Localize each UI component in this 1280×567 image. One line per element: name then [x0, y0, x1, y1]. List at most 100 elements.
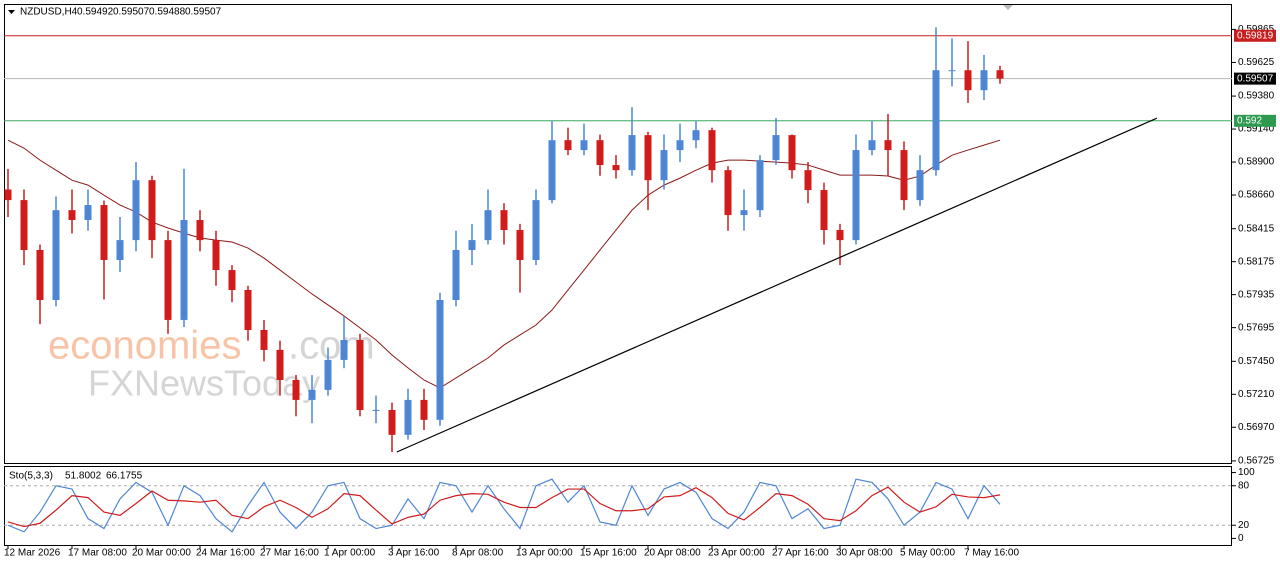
candle-body	[212, 240, 220, 271]
x-tick-label: 20 Mar 00:00	[132, 548, 191, 559]
indicator-readout: 66.1755	[106, 471, 143, 482]
x-tick-label: 27 Apr 16:00	[772, 548, 829, 559]
x-tick-label: 23 Apr 00:00	[708, 548, 765, 559]
stochastic-line	[7, 478, 1001, 533]
candle-body	[628, 135, 636, 171]
candle-body	[836, 230, 844, 241]
x-tick-label: 5 May 00:00	[900, 548, 955, 559]
ohlc-readout: 0.59488	[149, 7, 186, 18]
ohlc-readout: 0.59507	[113, 7, 150, 18]
candle-body	[996, 70, 1004, 79]
y-tick-label: 0.57210	[1238, 389, 1275, 400]
x-tick-label: 30 Apr 08:00	[836, 548, 893, 559]
candle-body	[244, 289, 252, 330]
symbol-title: NZDUSD,H4	[20, 7, 78, 18]
x-tick-label: 13 Apr 00:00	[516, 548, 573, 559]
candle-body	[340, 340, 348, 360]
y-tick-label: 0	[1238, 533, 1244, 544]
candle-body	[580, 140, 588, 151]
x-tick-label: 1 Apr 00:00	[324, 548, 376, 559]
y-tick-label: 0.57450	[1238, 356, 1275, 367]
y-tick-label: 0.56725	[1238, 456, 1275, 467]
candle-body	[884, 140, 892, 151]
candle-body	[980, 70, 988, 91]
candle-body	[564, 140, 572, 151]
candle-body	[660, 150, 668, 181]
y-tick-label: 100	[1238, 467, 1255, 478]
menu-triangle	[8, 10, 15, 14]
candle-body	[708, 130, 716, 171]
candle-body	[868, 140, 876, 151]
x-tick-label: 8 Apr 08:00	[452, 548, 504, 559]
candle-body	[132, 180, 140, 241]
candle-body	[292, 379, 300, 400]
candle-body	[100, 205, 108, 261]
candle-body	[148, 180, 156, 241]
candle-body	[68, 210, 76, 221]
candle-body	[484, 210, 492, 241]
candle-body	[900, 150, 908, 201]
y-tick-label: 0.58415	[1238, 223, 1275, 234]
x-tick-label: 7 May 16:00	[964, 548, 1019, 559]
y-tick-label: 0.59625	[1238, 57, 1275, 68]
candle-body	[164, 240, 172, 320]
x-tick-label: 27 Mar 16:00	[260, 548, 319, 559]
candle-body	[356, 340, 364, 410]
candle-body	[740, 210, 748, 216]
y-tick-label: 0.58175	[1238, 256, 1275, 267]
candle-body	[772, 135, 780, 161]
candle-body	[612, 165, 620, 171]
y-tick-label: 20	[1238, 520, 1250, 531]
y-tick-label: 0.59865	[1238, 24, 1275, 35]
chart-layer: economies .comFXNewsToday0.598650.596250.…	[4, 7, 1276, 559]
price-panel-frame	[4, 4, 1232, 464]
level-label: 0.59819	[1237, 30, 1274, 41]
y-tick-label: 80	[1238, 480, 1250, 491]
candle-body	[532, 200, 540, 261]
y-tick-label: 0.57935	[1238, 289, 1275, 300]
candle-body	[36, 249, 44, 301]
candle-body	[852, 150, 860, 241]
x-tick-label: 17 Mar 08:00	[68, 548, 127, 559]
candle-body	[84, 205, 92, 221]
indicator-title: Sto(5,3,3)	[9, 471, 53, 482]
candle-body	[916, 170, 924, 201]
candle-body	[468, 240, 476, 250]
candle-body	[324, 359, 332, 390]
candle-body	[452, 249, 460, 301]
candle-body	[724, 170, 732, 216]
candle-body	[596, 140, 604, 166]
candle-body	[420, 399, 428, 420]
level-label: 0.592	[1237, 115, 1262, 126]
y-tick-label: 0.57695	[1238, 322, 1275, 333]
y-tick-label: 0.58660	[1238, 190, 1275, 201]
y-tick-label: 0.58900	[1238, 157, 1275, 168]
y-tick-label: 0.56970	[1238, 422, 1275, 433]
candle-body	[692, 130, 700, 141]
candle-body	[756, 160, 764, 211]
candle-body	[4, 189, 12, 201]
candle-body	[196, 220, 204, 241]
watermark: FXNewsToday	[88, 363, 320, 404]
candle-body	[404, 399, 412, 435]
y-tick-label: 0.59380	[1238, 91, 1275, 102]
candle-body	[948, 70, 956, 72]
watermark: economies	[48, 324, 241, 368]
candle-body	[644, 135, 652, 181]
x-tick-label: 24 Mar 16:00	[196, 548, 255, 559]
level-label-bg	[1234, 72, 1276, 85]
candle-body	[276, 349, 284, 380]
candle-body	[180, 220, 188, 320]
trendline	[396, 117, 1158, 453]
candle-body	[804, 170, 812, 191]
stochastic-panel-frame	[4, 466, 1232, 546]
candle-body	[308, 389, 316, 400]
candle-body	[20, 200, 28, 250]
ohlc-readout: 0.59492	[77, 7, 114, 18]
stochastic-line	[7, 486, 1001, 528]
x-tick-label: 20 Apr 08:00	[644, 548, 701, 559]
y-tick-label: 0.59140	[1238, 124, 1275, 135]
candle-body	[516, 230, 524, 261]
candle-body	[260, 329, 268, 350]
